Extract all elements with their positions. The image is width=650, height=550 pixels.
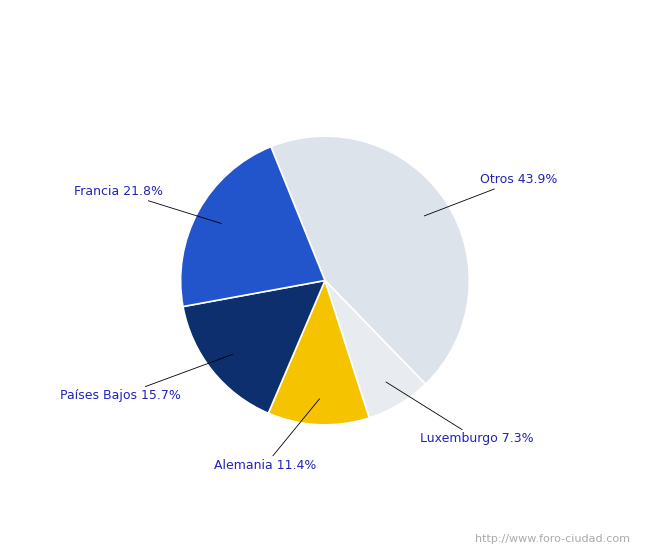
Text: Alemania 11.4%: Alemania 11.4% (214, 399, 320, 471)
Text: Otros 43.9%: Otros 43.9% (424, 173, 557, 216)
Wedge shape (268, 280, 369, 425)
Wedge shape (183, 280, 325, 413)
Text: Mairena del Alcor - Turistas extranjeros según país - Abril de 2024: Mairena del Alcor - Turistas extranjeros… (51, 15, 599, 34)
Text: Países Bajos 15.7%: Países Bajos 15.7% (60, 354, 233, 403)
Text: Francia 21.8%: Francia 21.8% (74, 185, 221, 223)
Wedge shape (271, 136, 469, 384)
Text: http://www.foro-ciudad.com: http://www.foro-ciudad.com (476, 535, 630, 544)
Wedge shape (181, 147, 325, 306)
Wedge shape (325, 280, 426, 418)
Text: Luxemburgo 7.3%: Luxemburgo 7.3% (386, 382, 534, 446)
